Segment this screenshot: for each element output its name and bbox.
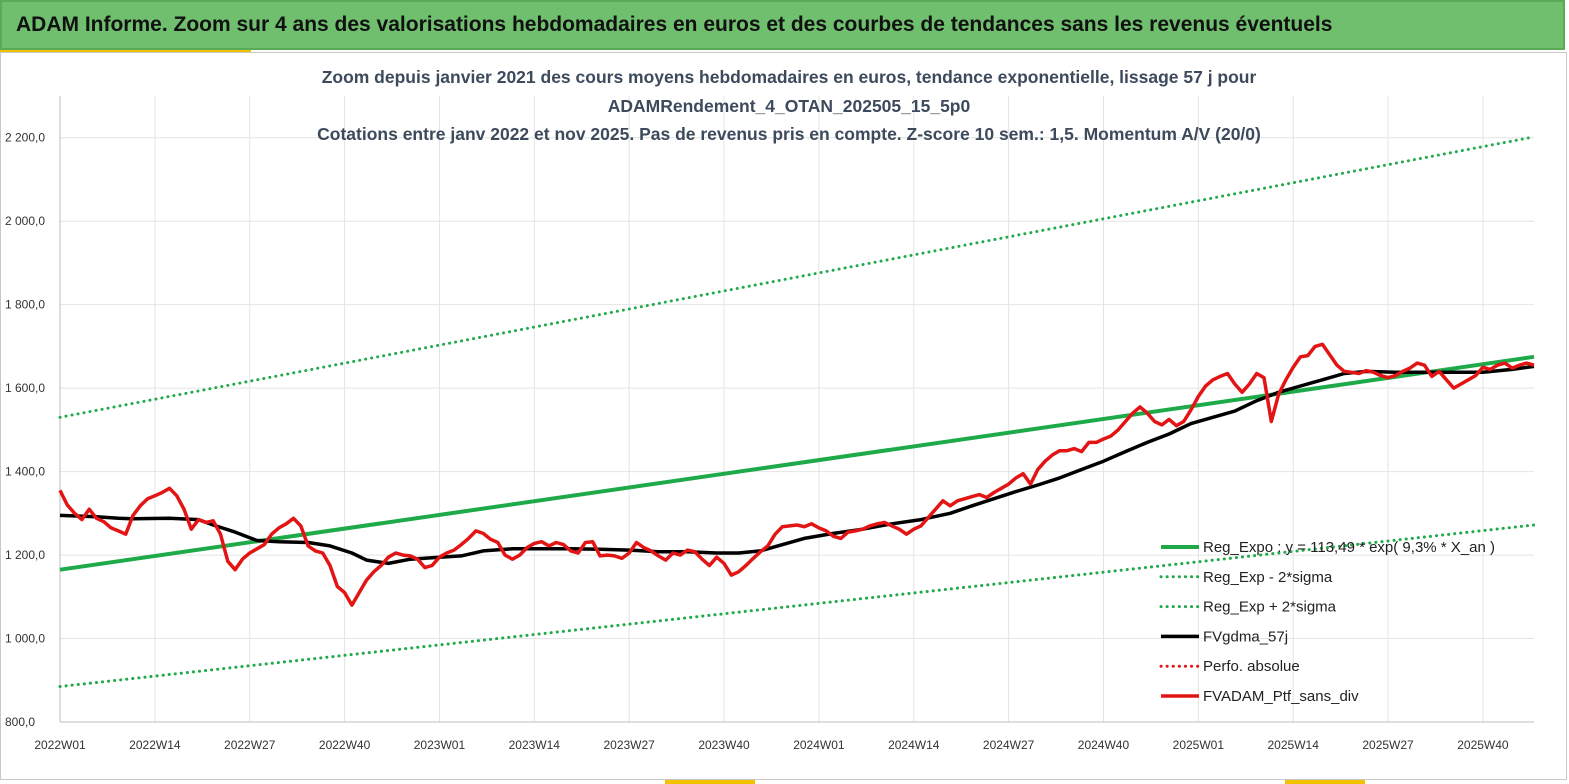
y-tick-label: 800,0 — [5, 715, 35, 729]
header-banner: ADAM Informe. Zoom sur 4 ans des valoris… — [0, 0, 1565, 50]
legend-label: FVADAM_Ptf_sans_div — [1203, 688, 1359, 705]
series-line — [59, 354, 1535, 572]
y-tick-label: 1 600,0 — [5, 381, 45, 395]
y-tick-label: 1 200,0 — [5, 548, 45, 562]
x-tick-label: 2024W14 — [888, 738, 940, 752]
chart-title-line: Cotations entre janv 2022 et nov 2025. P… — [317, 124, 1261, 144]
x-tick-label: 2025W01 — [1173, 738, 1225, 752]
x-tick-label: 2023W27 — [603, 738, 655, 752]
accent-bar-bottom — [1285, 780, 1365, 784]
x-tick-label: 2023W01 — [414, 738, 466, 752]
x-tick-label: 2025W14 — [1268, 738, 1320, 752]
chart-series — [58, 135, 1536, 688]
y-tick-label: 1 000,0 — [5, 632, 45, 646]
legend-label: FVgdma_57j — [1203, 628, 1288, 645]
series-line — [58, 342, 1535, 607]
accent-bar-bottom — [665, 780, 755, 784]
y-tick-label: 1 400,0 — [5, 465, 45, 479]
x-tick-label: 2022W40 — [319, 738, 371, 752]
x-tick-label: 2025W40 — [1457, 738, 1509, 752]
x-tick-label: 2024W27 — [983, 738, 1035, 752]
line-chart: 800,0 1 000,0 1 200,0 1 400,0 1 600,0 1 800,0… — [5, 67, 1536, 752]
chart-title: Zoom depuis janvier 2021 des cours moyen… — [317, 67, 1261, 144]
chart-title-line: ADAMRendement_4_OTAN_202505_15_5p0 — [608, 96, 971, 116]
x-tick-label: 2022W27 — [224, 738, 276, 752]
x-tick-label: 2023W40 — [698, 738, 750, 752]
y-tick-label: 2 000,0 — [5, 214, 45, 228]
series-line — [58, 135, 1536, 419]
x-tick-label: 2022W01 — [34, 738, 86, 752]
x-tick-label: 2025W27 — [1362, 738, 1414, 752]
chart-axes: 800,0 1 000,0 1 200,0 1 400,0 1 600,0 1 800,0… — [5, 96, 1534, 752]
chart-title-line: Zoom depuis janvier 2021 des cours moyen… — [322, 67, 1257, 87]
legend-label: Reg_Exp + 2*sigma — [1203, 599, 1337, 616]
legend-label: Reg_Exp - 2*sigma — [1203, 569, 1333, 586]
legend-label: Perfo. absolue — [1203, 658, 1300, 675]
banner-title: ADAM Informe. Zoom sur 4 ans des valoris… — [16, 13, 1333, 36]
y-tick-label: 2 200,0 — [5, 131, 45, 145]
x-tick-label: 2023W14 — [509, 738, 561, 752]
x-tick-label: 2024W01 — [793, 738, 845, 752]
chart-frame: 800,0 1 000,0 1 200,0 1 400,0 1 600,0 1 800,0… — [0, 52, 1567, 780]
y-tick-label: 1 800,0 — [5, 298, 45, 312]
chart-legend: Reg_Expo : y = 113,49 * exp( 9,3% * X_an… — [1159, 539, 1495, 705]
chart-grid — [59, 96, 1534, 722]
legend-label: Reg_Expo : y = 113,49 * exp( 9,3% * X_an… — [1203, 539, 1495, 556]
x-tick-label: 2022W14 — [129, 738, 181, 752]
x-tick-label: 2024W40 — [1078, 738, 1130, 752]
